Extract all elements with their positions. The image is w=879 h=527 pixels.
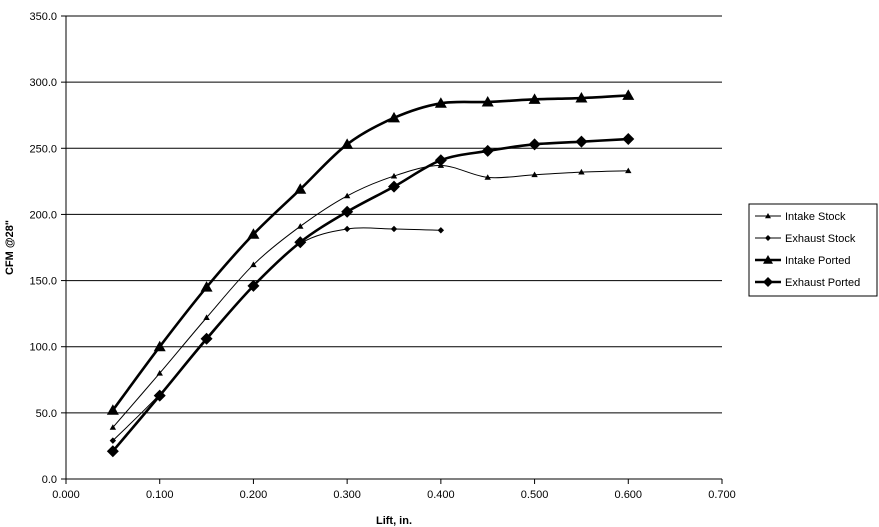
legend-swatch-marker bbox=[765, 235, 771, 241]
series-group bbox=[106, 89, 635, 458]
data-point bbox=[250, 261, 257, 268]
y-axis-title: CFM @28" bbox=[4, 220, 16, 275]
x-tick-label: 0.300 bbox=[333, 489, 361, 501]
data-point bbox=[575, 92, 588, 103]
data-point bbox=[388, 111, 400, 123]
data-point bbox=[341, 138, 354, 149]
data-point bbox=[200, 281, 213, 292]
data-point bbox=[575, 135, 588, 148]
x-axis-title: Lift, in. bbox=[376, 515, 412, 527]
legend-label: Intake Ported bbox=[785, 255, 850, 267]
data-point bbox=[156, 369, 163, 376]
x-tick-label: 0.100 bbox=[146, 489, 174, 501]
y-tick-label: 300.0 bbox=[29, 77, 57, 89]
x-tick-label: 0.400 bbox=[427, 489, 455, 501]
x-tick-label: 0.600 bbox=[615, 489, 643, 501]
legend-swatch-marker bbox=[765, 213, 771, 219]
data-point bbox=[153, 340, 166, 352]
y-tick-label: 200.0 bbox=[29, 209, 57, 221]
series-0 bbox=[109, 162, 632, 430]
legend: Intake Stock Exhaust Stock Intake Ported Ex… bbox=[748, 203, 878, 297]
y-tick-label: 250.0 bbox=[29, 143, 57, 155]
data-point bbox=[109, 424, 117, 430]
data-point bbox=[106, 404, 119, 415]
legend-label: Exhaust Stock bbox=[785, 233, 856, 245]
data-point bbox=[388, 180, 400, 193]
legend-swatch-marker bbox=[763, 277, 773, 287]
data-point bbox=[247, 228, 260, 239]
data-point bbox=[153, 389, 166, 402]
data-point bbox=[203, 314, 210, 321]
series-line bbox=[112, 227, 441, 441]
y-tick-label: 50.0 bbox=[36, 408, 57, 420]
y-tick-label: 0.0 bbox=[42, 474, 57, 486]
data-point bbox=[343, 192, 351, 199]
data-point bbox=[294, 236, 307, 249]
y-tick-label: 350.0 bbox=[29, 11, 57, 23]
data-point bbox=[528, 93, 541, 104]
data-point bbox=[390, 225, 398, 233]
series-2 bbox=[106, 89, 635, 415]
series-1 bbox=[109, 225, 445, 444]
data-point bbox=[297, 223, 304, 229]
legend-label: Exhaust Ported bbox=[785, 277, 860, 289]
data-point bbox=[481, 95, 494, 107]
data-point bbox=[528, 138, 541, 151]
data-point bbox=[294, 183, 307, 194]
data-point bbox=[622, 133, 635, 146]
data-point bbox=[625, 167, 632, 174]
data-point bbox=[109, 437, 117, 444]
data-point bbox=[481, 144, 494, 157]
data-point bbox=[434, 97, 447, 108]
y-tick-label: 100.0 bbox=[29, 342, 57, 354]
data-point bbox=[341, 205, 354, 218]
series-3 bbox=[106, 133, 635, 458]
data-point bbox=[578, 168, 585, 175]
axes bbox=[61, 15, 723, 484]
data-point bbox=[390, 172, 398, 179]
x-tick-label: 0.500 bbox=[521, 489, 549, 501]
legend-label: Intake Stock bbox=[785, 211, 846, 223]
data-point bbox=[622, 89, 635, 100]
series-line bbox=[112, 164, 629, 428]
x-tick-label: 0.700 bbox=[708, 489, 736, 501]
axis-labels: 0.0 50.0 100.0 150.0 200.0 250.0 300.0 350.0 0.0… bbox=[4, 11, 736, 527]
data-point bbox=[531, 171, 538, 178]
data-point bbox=[200, 332, 213, 345]
data-point bbox=[437, 227, 445, 234]
x-tick-label: 0.200 bbox=[240, 489, 268, 501]
data-point bbox=[343, 225, 351, 233]
y-tick-label: 150.0 bbox=[29, 276, 57, 288]
data-point bbox=[247, 279, 260, 292]
legend-swatch-marker bbox=[763, 255, 773, 264]
data-point bbox=[106, 445, 119, 458]
x-tick-label: 0.000 bbox=[52, 489, 80, 501]
grid-lines bbox=[66, 15, 722, 414]
data-point bbox=[434, 154, 447, 167]
series-line bbox=[111, 137, 629, 453]
data-point bbox=[484, 174, 491, 180]
